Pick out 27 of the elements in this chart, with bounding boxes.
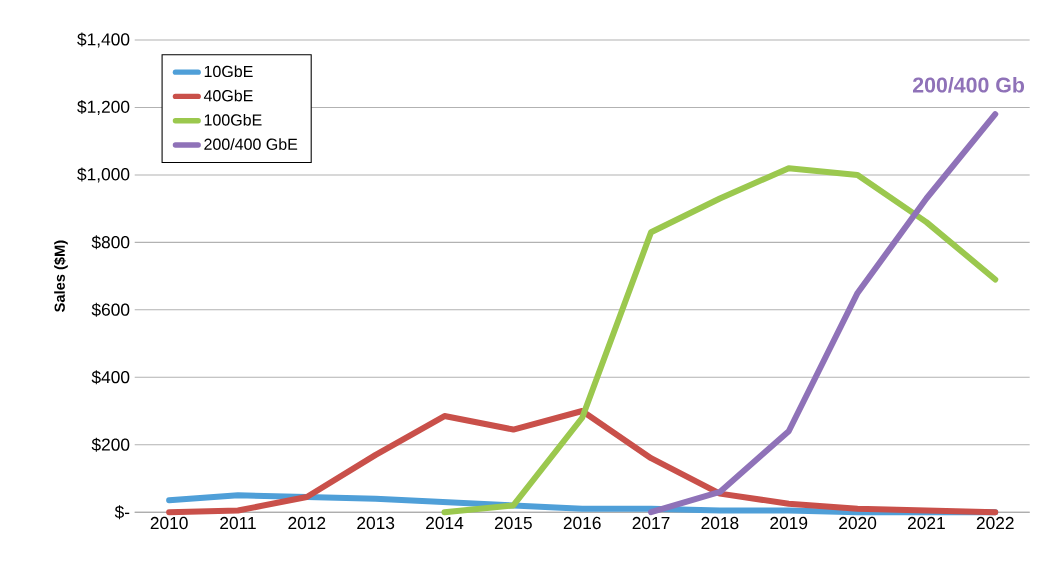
x-tick-label: 2014 (426, 517, 464, 530)
x-tick-label: 2020 (839, 517, 877, 530)
annotation: 200/400 Gb (912, 77, 1025, 94)
legend-label: 200/400 GbE (204, 138, 298, 151)
y-tick-label: $- (114, 505, 130, 520)
y-tick-label: $600 (91, 303, 130, 318)
x-tick-label: 2010 (150, 517, 188, 530)
y-tick-label: $1,200 (77, 100, 130, 116)
y-tick-label: $200 (91, 437, 130, 452)
y-tick-label: $1,000 (77, 167, 130, 183)
x-tick-label: 2018 (701, 517, 739, 530)
legend-label: 100GbE (204, 114, 262, 126)
y-tick-label: $1,400 (77, 32, 130, 48)
x-tick-label: 2011 (220, 517, 256, 530)
x-tick-label: 2012 (288, 517, 326, 530)
x-tick-label: 2019 (770, 517, 808, 530)
y-tick-label: $800 (91, 235, 130, 250)
x-tick-label: 2016 (563, 517, 601, 530)
x-tick-label: 2022 (976, 517, 1014, 530)
x-tick-label: 2015 (494, 517, 532, 530)
x-tick-label: 2013 (357, 517, 395, 530)
legend-label: 10GbE (204, 65, 253, 78)
y-tick-label: $400 (91, 370, 130, 385)
x-tick-label: 2017 (632, 517, 670, 530)
legend-label: 40GbE (203, 89, 253, 102)
x-tick-label: 2021 (908, 517, 945, 530)
y-axis-title: Sales ($M) (53, 240, 68, 313)
